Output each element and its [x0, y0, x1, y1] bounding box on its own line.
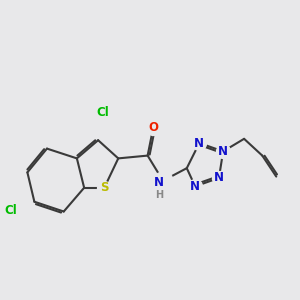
Text: N: N [214, 172, 224, 184]
Text: O: O [148, 121, 158, 134]
Text: N: N [218, 145, 228, 158]
Text: N: N [194, 136, 204, 149]
Text: N: N [154, 176, 164, 189]
Text: Cl: Cl [4, 204, 17, 217]
Text: Cl: Cl [97, 106, 109, 119]
Text: H: H [155, 190, 163, 200]
Text: N: N [190, 180, 200, 193]
Text: S: S [100, 181, 109, 194]
